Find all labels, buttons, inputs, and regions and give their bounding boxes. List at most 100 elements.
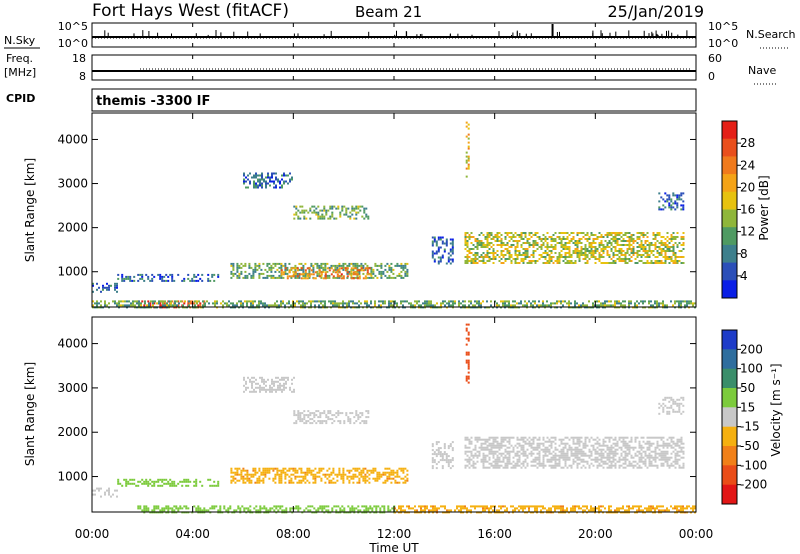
power-echo-cell (467, 137, 470, 140)
power-echo-cell (194, 304, 196, 307)
power-echo-cell (498, 256, 501, 258)
velocity-echo-cell (297, 509, 300, 512)
power-echo-cell (626, 258, 629, 260)
power-echo-cell (332, 269, 335, 272)
power-echo-cell (265, 176, 267, 179)
power-echo-cell (412, 304, 414, 307)
velocity-echo-cell (598, 458, 601, 461)
power-echo-cell (346, 275, 349, 278)
velocity-echo-cell (626, 458, 629, 461)
velocity-echo-cell (608, 466, 611, 469)
power-echo-cell (232, 268, 235, 271)
power-echo-cell (275, 186, 277, 189)
velocity-echo-cell (349, 507, 352, 510)
power-echo-cell (254, 268, 257, 271)
power-echo-cell (634, 240, 637, 242)
power-echo-cell (584, 254, 587, 256)
power-echo-cell (353, 207, 356, 210)
velocity-echo-cell (482, 446, 485, 449)
velocity-echo-cell (374, 467, 377, 470)
velocity-echo-cell (378, 475, 381, 478)
power-echo-cell (243, 180, 245, 183)
velocity-echo-cell (307, 505, 310, 508)
power-echo-cell (616, 250, 619, 252)
velocity-echo-cell (522, 436, 525, 439)
velocity-echo-cell (431, 467, 434, 470)
power-echo-cell (253, 174, 255, 177)
power-echo-cell (648, 262, 651, 264)
power-echo-cell (318, 304, 320, 307)
power-echo-cell (336, 266, 339, 269)
power-echo-cell (444, 304, 446, 307)
velocity-echo-cell (284, 467, 287, 470)
velocity-echo-cell (258, 475, 261, 478)
power-echo-cell (486, 250, 489, 252)
velocity-echo-cell (285, 376, 287, 379)
velocity-echo-cell (586, 505, 588, 508)
power-echo-cell (532, 244, 535, 246)
velocity-echo-cell (230, 469, 233, 472)
velocity-echo-cell (682, 507, 684, 510)
velocity-echo-cell (574, 436, 577, 439)
power-echo-cell (384, 274, 387, 277)
power-echo-cell (692, 304, 694, 307)
velocity-echo-cell (554, 458, 557, 461)
power-echo-cell (189, 300, 192, 303)
power-echo-cell (261, 174, 263, 177)
velocity-echo-cell (502, 438, 505, 441)
power-echo-cell (514, 232, 517, 234)
power-echo-cell (486, 242, 489, 244)
power-echo-cell (437, 246, 440, 249)
power-echo-cell (538, 300, 540, 303)
power-echo-cell (362, 269, 365, 272)
velocity-echo-cell (534, 509, 536, 512)
velocity-echo-cell (219, 509, 222, 512)
power-echo-cell (650, 260, 653, 262)
power-echo-cell (294, 273, 297, 276)
velocity-echo-cell (470, 436, 473, 439)
power-echo-cell (600, 250, 603, 252)
velocity-echo-cell (291, 507, 294, 510)
power-echo-cell (216, 302, 218, 305)
power-echo-cell (576, 250, 579, 252)
power-echo-cell (586, 232, 589, 234)
velocity-echo-cell (343, 509, 346, 512)
velocity-echo-cell (588, 448, 591, 451)
power-echo-cell (304, 302, 306, 305)
velocity-echo-cell (449, 445, 452, 448)
power-echo-cell (447, 256, 450, 259)
power-echo-cell (174, 300, 176, 303)
power-echo-cell (594, 252, 597, 254)
velocity-echo-cell (384, 467, 387, 470)
power-echo-cell (646, 240, 649, 242)
power-echo-cell (378, 264, 381, 267)
velocity-echo-cell (288, 467, 291, 470)
velocity-echo-cell (594, 458, 597, 461)
power-echo-cell (658, 206, 661, 209)
power-echo-cell (528, 234, 531, 236)
power-echo-cell (153, 275, 156, 278)
power-echo-cell (145, 273, 148, 276)
power-echo-cell (290, 268, 293, 271)
velocity-echo-cell (278, 479, 281, 482)
velocity-echo-cell (145, 505, 148, 508)
power-echo-cell (418, 300, 420, 303)
velocity-echo-cell (374, 477, 377, 480)
velocity-echo-cell (572, 454, 575, 457)
power-echo-cell (500, 254, 503, 256)
power-echo-cell (148, 302, 150, 305)
velocity-echo-cell (624, 458, 627, 461)
velocity-echo-cell (278, 473, 281, 476)
power-echo-cell (402, 304, 404, 307)
velocity-echo-cell (374, 479, 377, 482)
velocity-echo-cell (494, 436, 497, 439)
power-echo-cell (482, 260, 485, 262)
power-echo-cell (542, 304, 544, 307)
power-echo-cell (372, 268, 375, 271)
velocity-echo-cell (298, 475, 301, 478)
velocity-echo-cell (334, 481, 337, 484)
power-echo-cell (274, 262, 277, 265)
velocity-echo-cell (618, 458, 621, 461)
power-echo-cell (275, 184, 277, 187)
power-echo-cell (257, 178, 259, 181)
